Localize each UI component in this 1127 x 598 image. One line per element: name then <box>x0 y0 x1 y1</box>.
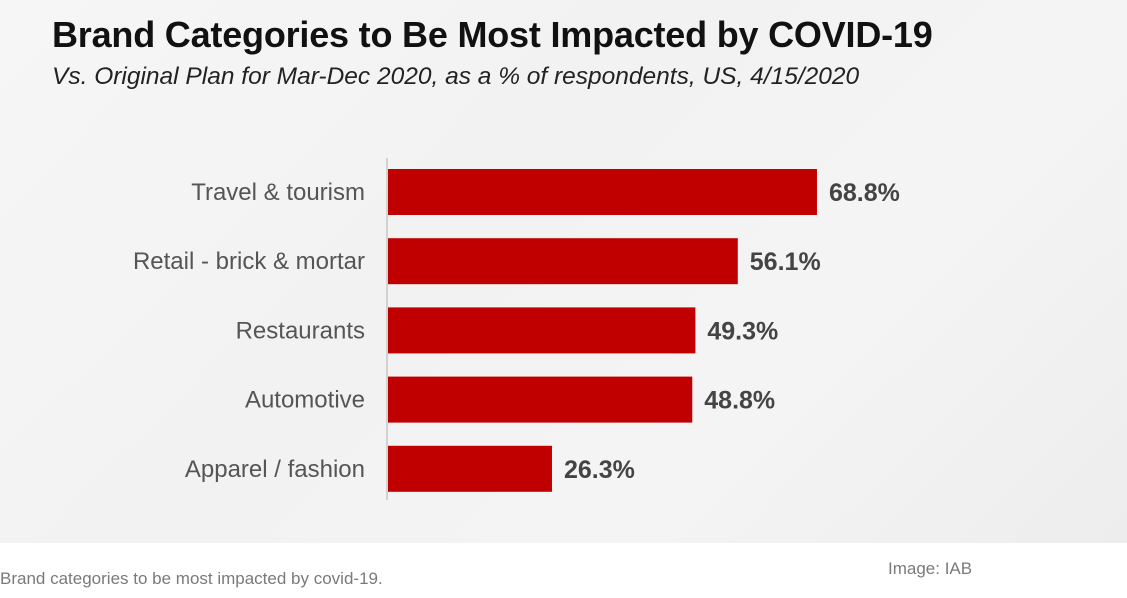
category-label: Restaurants <box>236 317 365 344</box>
image-caption: Brand categories to be most impacted by … <box>0 569 383 588</box>
value-label: 49.3% <box>707 317 778 345</box>
chart-figure: Brand Categories to Be Most Impacted by … <box>0 0 1127 543</box>
value-label: 68.8% <box>829 179 900 207</box>
bar-3 <box>388 376 693 423</box>
bar-4 <box>388 445 552 492</box>
bar-chart: Travel & tourism 68.8% Retail - brick & mo… <box>133 158 900 500</box>
category-label: Retail - brick & mortar <box>133 248 365 275</box>
bar-2 <box>388 307 696 354</box>
chart-title: Brand Categories to Be Most Impacted by … <box>52 14 933 55</box>
value-label: 56.1% <box>750 248 821 276</box>
bar-1 <box>388 238 738 285</box>
value-label: 26.3% <box>564 456 635 484</box>
chart-subtitle: Vs. Original Plan for Mar-Dec 2020, as a… <box>52 63 860 90</box>
image-credit: Image: IAB <box>888 559 973 578</box>
bar-0 <box>388 169 817 215</box>
bars-group: Travel & tourism 68.8% Retail - brick & mo… <box>133 169 900 492</box>
category-label: Automotive <box>245 387 365 414</box>
category-label: Apparel / fashion <box>185 456 365 483</box>
category-label: Travel & tourism <box>191 179 365 206</box>
value-label: 48.8% <box>704 387 775 415</box>
